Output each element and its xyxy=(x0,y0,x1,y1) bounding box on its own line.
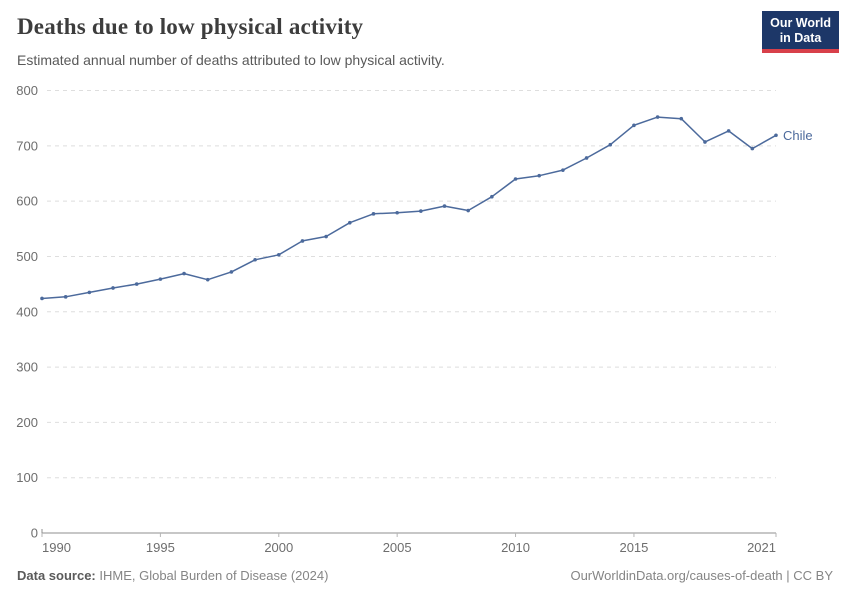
data-point[interactable] xyxy=(750,146,755,151)
data-point[interactable] xyxy=(348,220,352,225)
x-tick-label: 2015 xyxy=(619,540,648,555)
page-title: Deaths due to low physical activity xyxy=(17,14,364,39)
data-point[interactable] xyxy=(87,290,92,295)
y-tick-label: 300 xyxy=(16,360,38,375)
data-point[interactable] xyxy=(726,129,731,133)
x-tick-label: 1990 xyxy=(42,540,71,555)
data-source-note: Data source: IHME, Global Burden of Dise… xyxy=(17,568,328,583)
x-tick-label: 1995 xyxy=(146,540,175,555)
y-tick-label: 600 xyxy=(16,194,38,209)
x-tick-label: 2010 xyxy=(501,540,530,555)
x-tick-label: 2000 xyxy=(264,540,293,555)
owid-logo-line2: in Data xyxy=(779,30,822,45)
data-point[interactable] xyxy=(608,142,613,147)
series-line-chile[interactable] xyxy=(41,116,777,300)
data-point[interactable] xyxy=(229,270,234,274)
data-point[interactable] xyxy=(537,173,542,178)
y-tick-label: 800 xyxy=(16,83,38,98)
data-point[interactable] xyxy=(395,210,399,215)
data-point[interactable] xyxy=(703,140,707,144)
y-tick-label: 200 xyxy=(16,415,38,430)
data-point[interactable] xyxy=(158,277,163,281)
data-point[interactable] xyxy=(490,194,494,199)
data-point[interactable] xyxy=(63,295,68,299)
data-point[interactable] xyxy=(466,208,470,213)
data-point[interactable] xyxy=(253,257,257,262)
data-point[interactable] xyxy=(324,234,328,239)
data-point[interactable] xyxy=(419,209,423,213)
data-point[interactable] xyxy=(111,286,115,290)
data-source-label: Data source: xyxy=(17,568,96,583)
y-tick-label: 400 xyxy=(16,304,38,319)
y-tick-label: 100 xyxy=(16,470,38,485)
y-tick-label: 0 xyxy=(31,526,38,541)
data-point[interactable] xyxy=(655,115,660,119)
data-point[interactable] xyxy=(513,177,518,181)
x-tick-label: 2021 xyxy=(747,540,776,555)
data-point[interactable] xyxy=(371,212,376,216)
data-point[interactable] xyxy=(300,239,305,243)
data-point[interactable] xyxy=(584,156,589,160)
data-point[interactable] xyxy=(276,252,281,257)
x-tick-label: 2005 xyxy=(383,540,412,555)
data-source-value: IHME, Global Burden of Disease (2024) xyxy=(95,568,329,583)
data-point[interactable] xyxy=(40,296,44,301)
owid-logo[interactable]: Our World in Data xyxy=(762,11,839,53)
data-point[interactable] xyxy=(205,277,210,282)
y-tick-label: 700 xyxy=(16,138,38,153)
owid-logo-line1: Our World xyxy=(770,16,831,30)
chart-subtitle: Estimated annual number of deaths attrib… xyxy=(17,52,445,68)
data-point[interactable] xyxy=(679,116,684,121)
attribution-link[interactable]: OurWorldinData.org/causes-of-death | CC … xyxy=(570,568,833,583)
entity-label-chile[interactable]: Chile xyxy=(783,128,813,143)
data-point[interactable] xyxy=(442,204,447,208)
data-point[interactable] xyxy=(134,282,139,286)
data-point[interactable] xyxy=(774,133,778,138)
data-point[interactable] xyxy=(561,168,565,172)
data-point[interactable] xyxy=(182,271,186,276)
y-tick-label: 500 xyxy=(16,249,38,264)
data-point[interactable] xyxy=(632,123,636,128)
